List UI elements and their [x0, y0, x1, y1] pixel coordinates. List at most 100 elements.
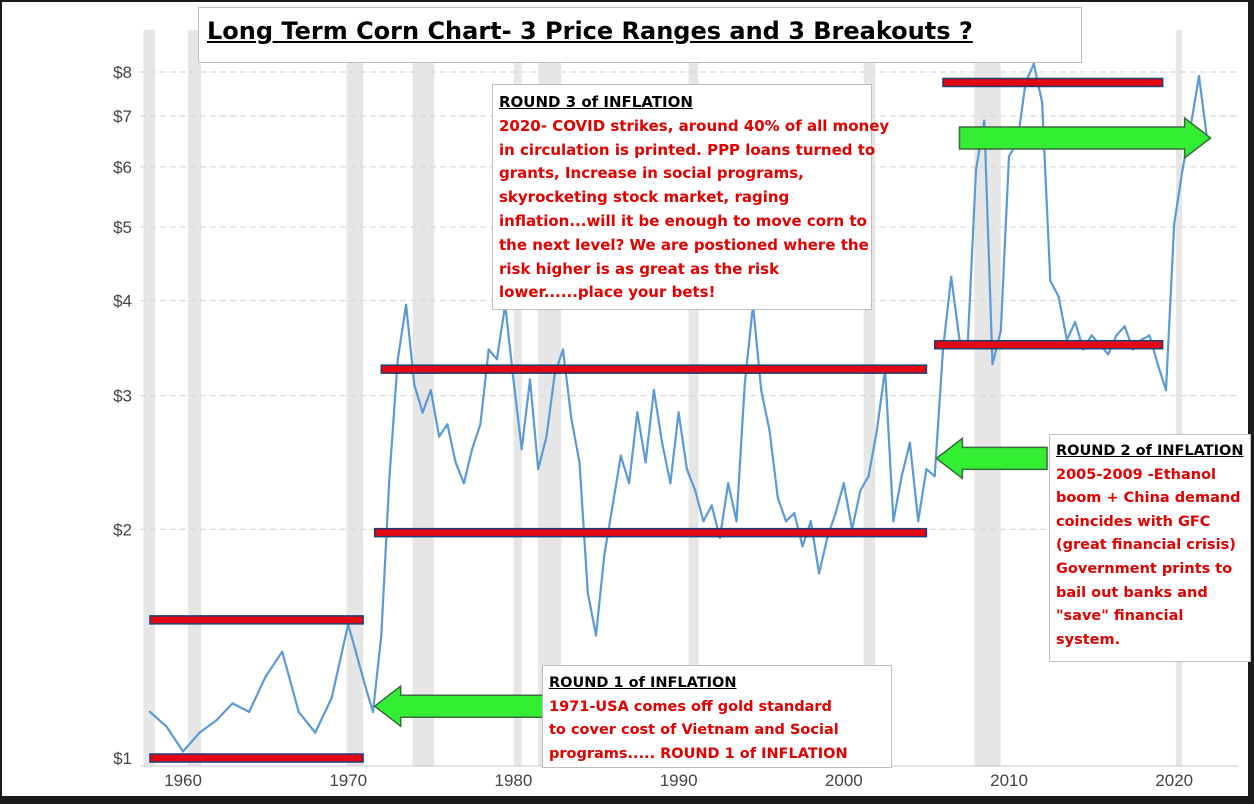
data-point [148, 710, 152, 714]
recession-band [143, 30, 155, 766]
data-point [1040, 101, 1044, 104]
y-tick-label: $6 [113, 158, 132, 177]
data-point [768, 429, 771, 432]
y-tick-label: $7 [113, 107, 132, 126]
round3-heading: ROUND 3 of INFLATION [499, 93, 693, 111]
data-point [586, 591, 589, 594]
data-point [429, 388, 433, 392]
data-point [784, 519, 788, 523]
round1-heading: ROUND 1 of INFLATION [549, 675, 737, 691]
x-tick-label: 2010 [990, 771, 1028, 790]
data-point [950, 275, 953, 279]
data-point [1106, 353, 1110, 356]
range-line [942, 77, 1164, 88]
arrow-left [373, 684, 551, 728]
data-point [627, 482, 631, 485]
data-point [867, 474, 870, 478]
round2-line: coincides with GFC [1056, 513, 1211, 530]
data-point [817, 572, 821, 575]
data-point [512, 378, 515, 381]
recession-band [346, 30, 364, 766]
data-point [231, 702, 234, 705]
data-point [388, 474, 391, 478]
data-point [1164, 388, 1168, 392]
data-point [735, 519, 738, 523]
round1-annotation: ROUND 1 of INFLATION 1971-USA comes off … [542, 665, 892, 768]
data-point [421, 411, 424, 414]
data-point [1148, 334, 1151, 337]
data-point [404, 303, 408, 307]
range-line [149, 615, 364, 625]
round3-line: grants, Increase in social programs, [499, 164, 804, 183]
data-point [1156, 362, 1159, 366]
data-point [842, 482, 846, 485]
data-point [611, 504, 614, 507]
x-tick-label: 2000 [825, 771, 863, 790]
data-point [1073, 320, 1077, 324]
data-point [594, 634, 598, 637]
data-point [892, 519, 895, 523]
data-point [710, 504, 713, 507]
x-tick-label: 1960 [164, 771, 202, 790]
y-tick-label: $1 [113, 749, 132, 768]
data-point [570, 417, 573, 420]
data-point [859, 489, 862, 492]
chart-title: Long Term Corn Chart- 3 Price Ranges and… [207, 17, 973, 45]
data-point [198, 731, 201, 734]
data-point [1049, 279, 1052, 282]
x-tick-label: 2020 [1155, 771, 1193, 790]
data-point [1032, 62, 1036, 66]
data-point [603, 553, 606, 557]
x-tick-label: 1990 [660, 771, 698, 790]
round3-line: inflation...will it be enough to move co… [499, 211, 867, 230]
data-point [437, 435, 441, 438]
round3-line: 2020- COVID strikes, around 40% of all m… [499, 116, 890, 135]
chart-title-box: Long Term Corn Chart- 3 Price Ranges and… [198, 7, 1082, 63]
data-point [470, 447, 474, 451]
data-point [413, 383, 416, 386]
range-line [933, 339, 1164, 350]
data-point [1197, 74, 1201, 78]
data-point [214, 719, 218, 722]
data-point [181, 750, 185, 753]
data-point [487, 348, 490, 351]
round2-line: bail out banks and [1056, 584, 1208, 601]
data-point [396, 357, 399, 361]
round3-annotation: ROUND 3 of INFLATION 2020- COVID strikes… [492, 84, 890, 310]
data-point [314, 731, 317, 734]
data-point [801, 545, 804, 548]
recession-band [412, 30, 435, 766]
round2-line: boom + China demand [1056, 490, 1241, 507]
data-point [669, 482, 672, 485]
data-point [264, 675, 267, 678]
data-point [933, 474, 936, 478]
data-point [446, 423, 449, 426]
recession-band [863, 30, 876, 766]
data-point [900, 474, 903, 478]
round1-line: to cover cost of Vietnam and Social [549, 722, 839, 738]
data-point [999, 329, 1002, 333]
data-point [454, 461, 457, 464]
data-point [1007, 154, 1011, 158]
data-point [578, 461, 581, 464]
data-point [727, 482, 730, 485]
x-tick-label: 1980 [495, 771, 533, 790]
data-point [528, 378, 532, 381]
arrow-left [935, 436, 1048, 480]
data-point [644, 461, 647, 464]
data-point [1057, 295, 1060, 298]
data-point [693, 489, 697, 492]
data-point [363, 683, 366, 686]
data-point [165, 725, 168, 728]
data-point [925, 467, 928, 471]
range-line [373, 527, 928, 538]
data-point [991, 362, 994, 366]
data-point [652, 388, 656, 392]
recession-band [187, 30, 202, 766]
range-line [149, 753, 364, 763]
data-point [916, 519, 920, 523]
round2-line: system. [1056, 631, 1121, 648]
x-tick-label: 1970 [329, 771, 367, 790]
